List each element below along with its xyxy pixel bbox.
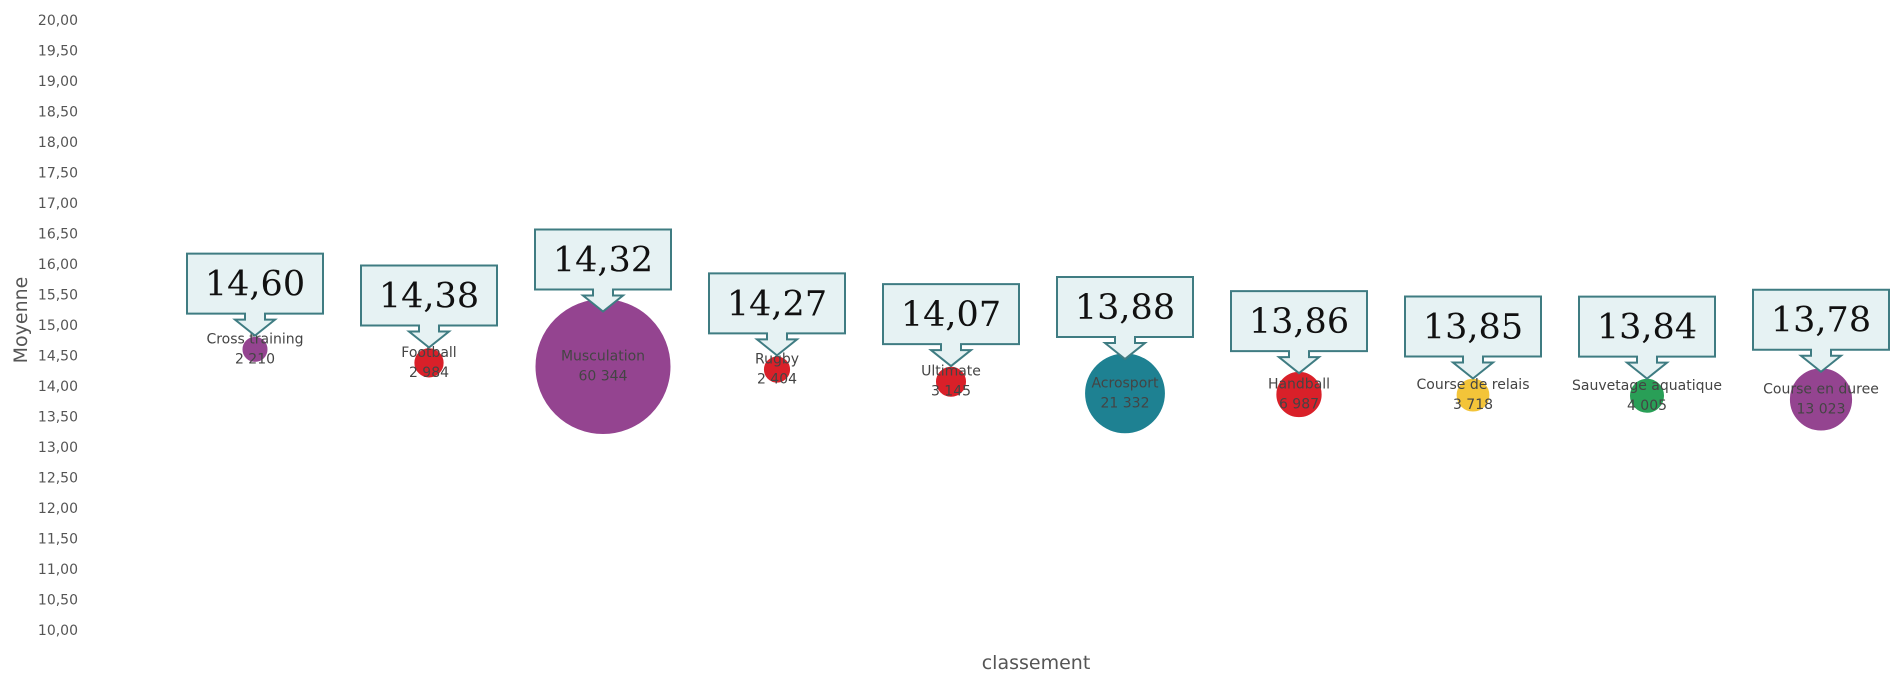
callout-value-label: 14,60	[205, 265, 305, 305]
bubble-count-label: 13 023	[1797, 401, 1846, 417]
value-callout	[882, 283, 1020, 368]
bubble-group: Course de relais 3 718 13,85	[1404, 295, 1542, 413]
callout-value-label: 13,88	[1075, 288, 1175, 328]
bubble-group: Course en duree 13 023 13,78	[1752, 288, 1890, 432]
y-tick-label: 16,00	[38, 257, 78, 273]
bubble-count-label: 2 404	[757, 372, 797, 388]
bubble[interactable]	[1788, 367, 1854, 432]
y-tick-label: 13,00	[38, 440, 78, 456]
x-axis-title: classement	[982, 652, 1091, 674]
bubble[interactable]	[1084, 352, 1166, 435]
bubble-group: Musculation 60 344 14,32	[534, 228, 672, 435]
y-tick-label: 12,00	[38, 501, 78, 517]
y-tick-label: 10,00	[38, 623, 78, 639]
y-tick-label: 11,00	[38, 562, 78, 578]
y-tick-label: 17,50	[38, 166, 78, 182]
bubble-group: Handball 6 987 13,86	[1230, 290, 1368, 419]
bubble-count-label: 60 344	[579, 368, 628, 384]
callout-value-label: 14,27	[727, 284, 827, 324]
y-tick-label: 12,50	[38, 471, 78, 487]
y-tick-label: 15,50	[38, 288, 78, 304]
bubble-count-label: 3 145	[931, 384, 971, 400]
y-tick-label: 16,50	[38, 227, 78, 243]
bubble-name-label: Course en duree	[1763, 381, 1879, 397]
bubble-name-label: Course de relais	[1417, 377, 1530, 393]
bubble-name-label: Musculation	[561, 348, 645, 364]
bubble-count-label: 2 210	[235, 351, 275, 367]
callout-value-label: 14,07	[901, 295, 1001, 335]
y-tick-label: 14,00	[38, 379, 78, 395]
y-tick-label: 19,50	[38, 44, 78, 60]
value-callout	[534, 228, 672, 313]
value-callout	[1404, 295, 1542, 380]
bubble-series: Cross training 2 210 14,60 Football 2 984 14,…	[186, 228, 1890, 435]
value-callout	[1056, 275, 1194, 361]
bubble-count-label: 21 332	[1101, 395, 1150, 411]
bubble-group: Acrosport 21 332 13,88	[1056, 275, 1194, 435]
y-tick-label: 19,00	[38, 74, 78, 90]
y-tick-label: 17,00	[38, 196, 78, 212]
bubble-group: Ultimate 3 145 14,07	[882, 283, 1020, 400]
bubble-group: Football 2 984 14,38	[360, 264, 498, 381]
value-callout	[360, 264, 498, 349]
callout-value-label: 13,84	[1597, 308, 1697, 348]
callout-value-label: 13,86	[1249, 302, 1349, 342]
value-callout	[186, 252, 324, 337]
value-callout	[1230, 290, 1368, 375]
callout-value-label: 14,32	[553, 240, 653, 280]
y-tick-label: 10,50	[38, 593, 78, 609]
bubble-name-label: Cross training	[206, 331, 303, 347]
bubble-count-label: 4 005	[1627, 398, 1667, 414]
bubble-name-label: Handball	[1268, 377, 1330, 393]
y-axis-title: Moyenne	[10, 277, 32, 364]
bubble-name-label: Ultimate	[921, 364, 981, 380]
bubble-name-label: Rugby	[755, 352, 799, 368]
value-callout	[708, 272, 846, 357]
bubble-name-label: Football	[401, 345, 456, 361]
value-callout	[1752, 288, 1890, 374]
value-callout	[1578, 295, 1716, 380]
bubble-name-label: Sauvetage aquatique	[1572, 378, 1722, 394]
callout-value-label: 13,85	[1423, 307, 1523, 347]
y-tick-label: 13,50	[38, 410, 78, 426]
bubble-group: Cross training 2 210 14,60	[186, 252, 324, 367]
bubble-count-label: 2 984	[409, 365, 449, 381]
y-tick-label: 14,50	[38, 349, 78, 365]
bubble-group: Rugby 2 404 14,27	[708, 272, 846, 388]
y-tick-label: 15,00	[38, 318, 78, 334]
y-tick-label: 18,00	[38, 135, 78, 151]
y-tick-label: 18,50	[38, 105, 78, 121]
bubble-name-label: Acrosport	[1091, 375, 1159, 391]
y-tick-label: 20,00	[38, 13, 78, 29]
bubble[interactable]	[534, 297, 672, 435]
y-axis: 20,00 19,50 19,00 18,50 18,00 17,50 17,00 16,50…	[38, 13, 78, 639]
bubble-count-label: 6 987	[1279, 397, 1319, 413]
callout-value-label: 14,38	[379, 276, 479, 316]
bubble-group: Sauvetage aquatique 4 005 13,84	[1572, 295, 1722, 414]
callout-value-label: 13,78	[1771, 301, 1871, 341]
bubble-count-label: 3 718	[1453, 397, 1493, 413]
y-tick-label: 11,50	[38, 532, 78, 548]
